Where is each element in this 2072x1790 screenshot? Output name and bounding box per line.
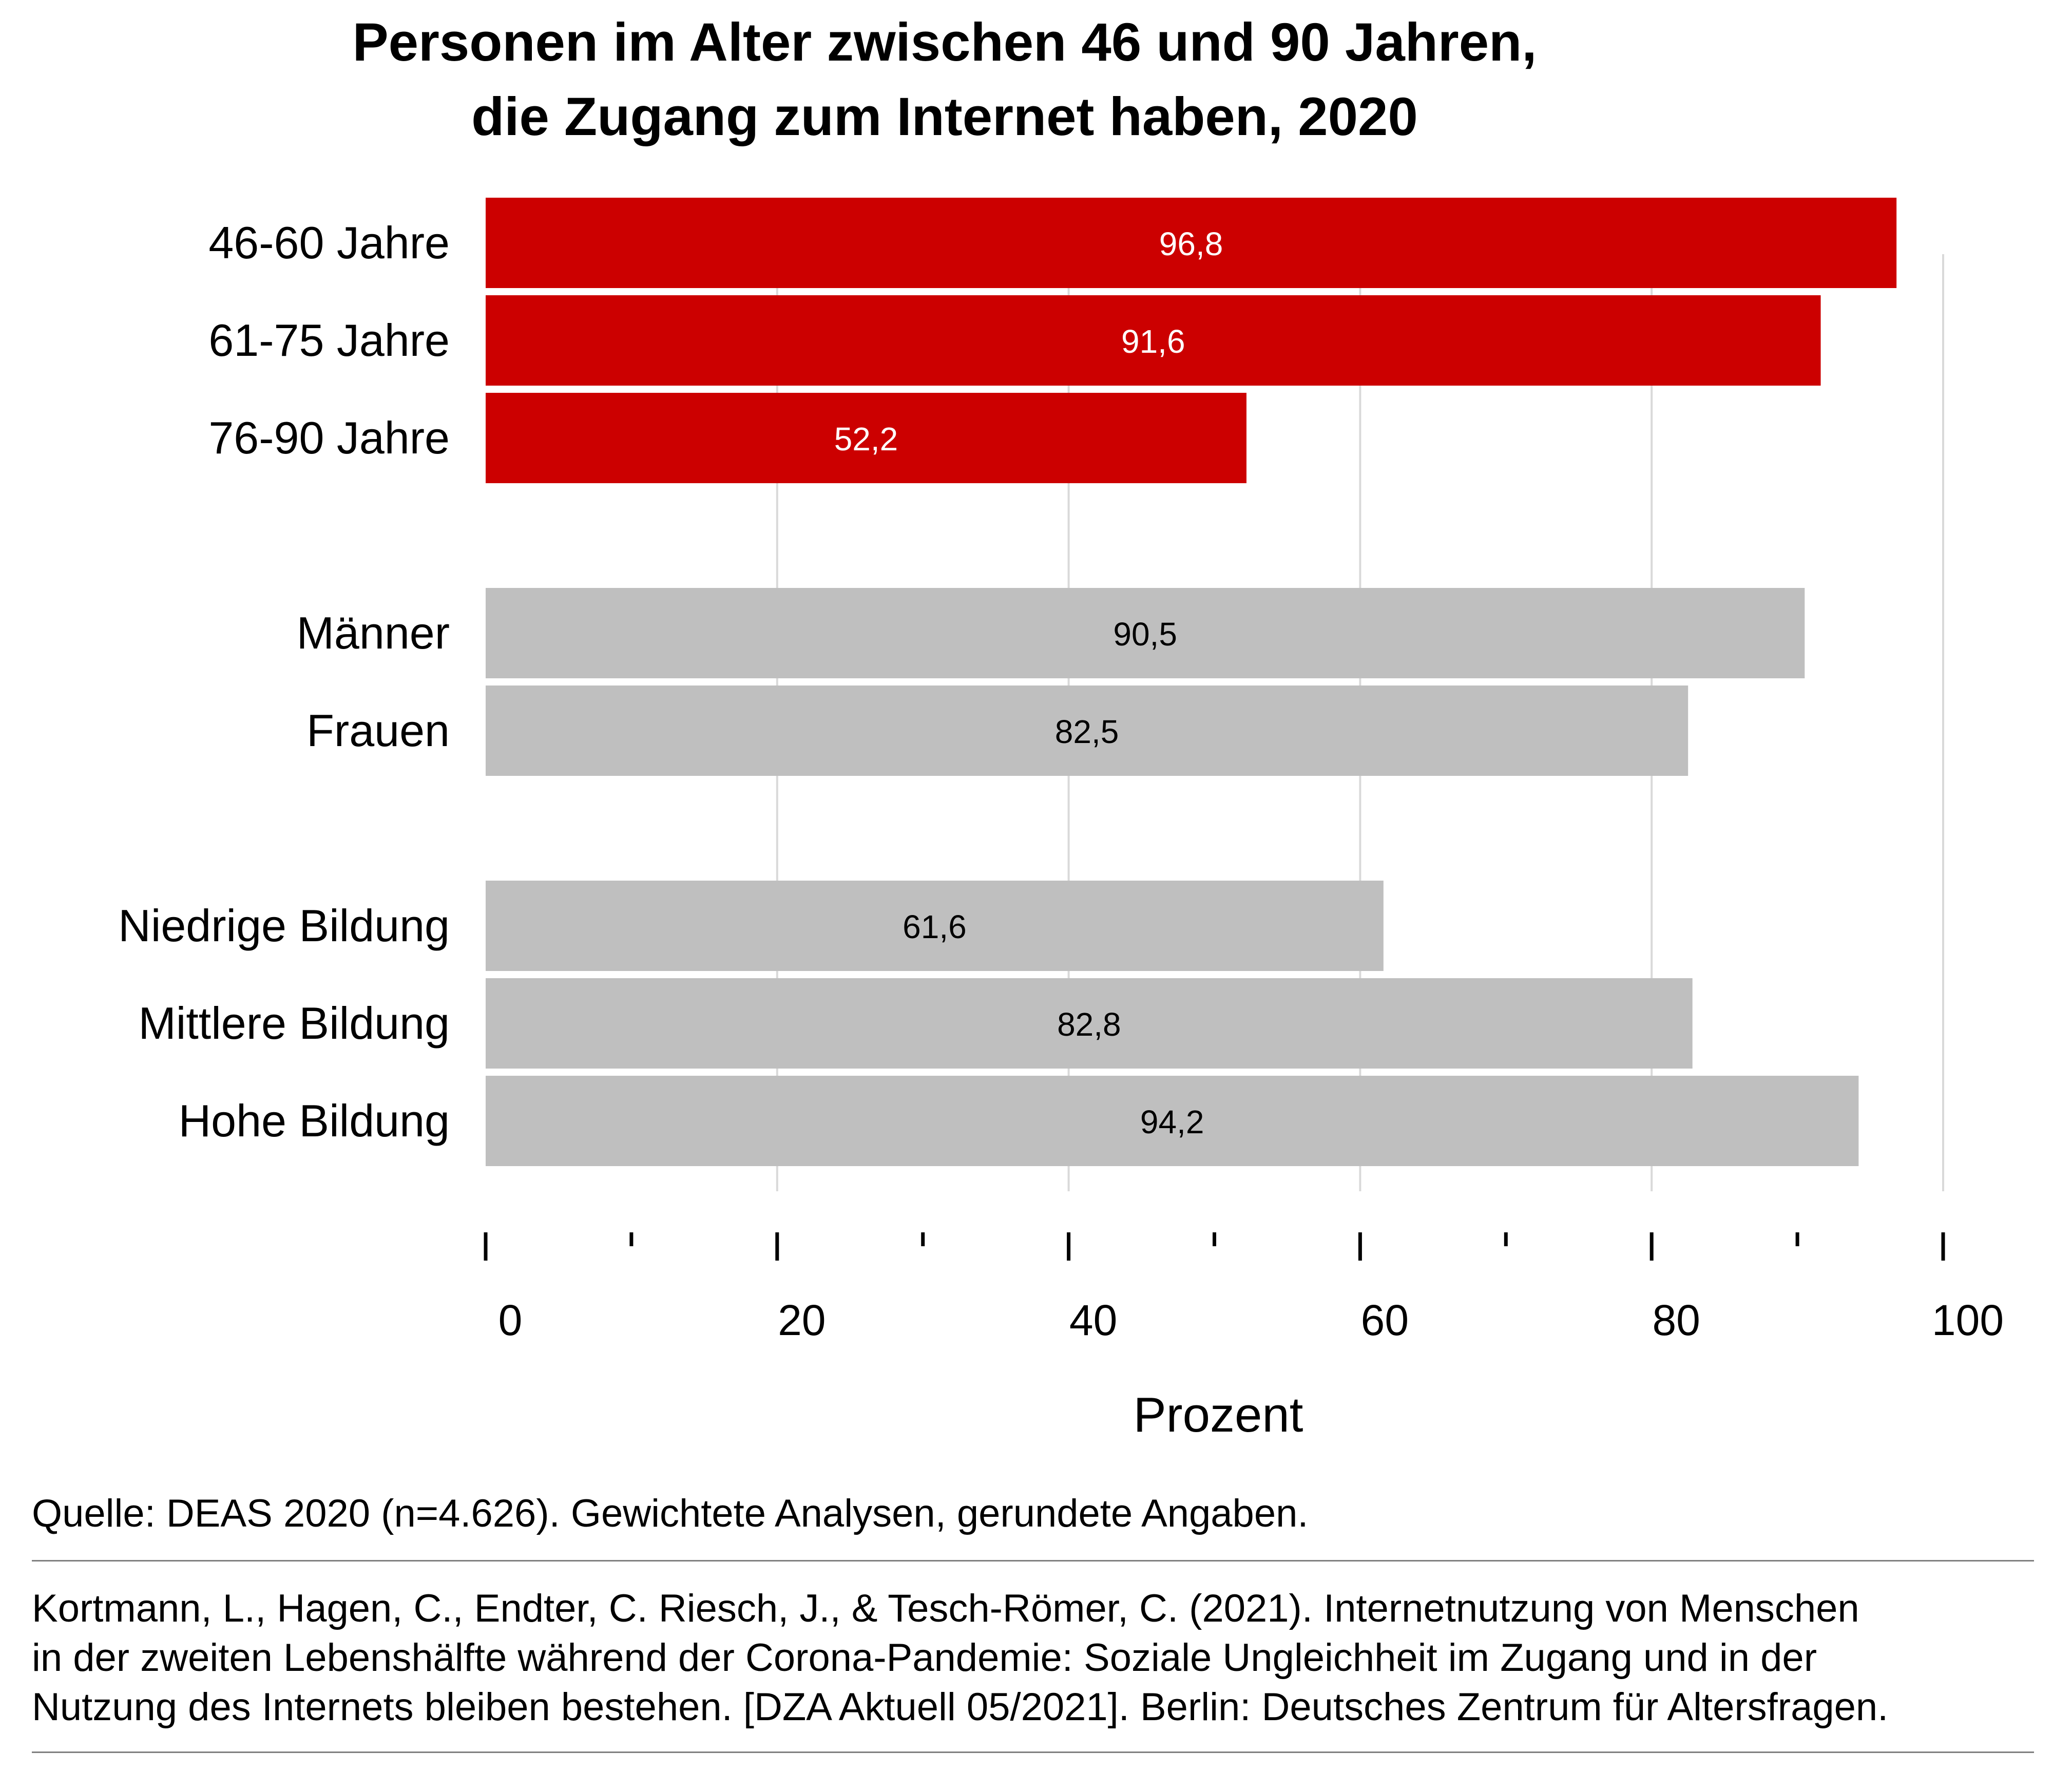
bar [486,295,1821,386]
value-label: 90,5 [1113,616,1177,653]
chart-title-line-1: Personen im Alter zwischen 46 und 90 Jah… [352,12,1537,72]
category-label: Frauen [306,705,450,756]
x-axis-title: Prozent [1134,1387,1303,1442]
bar [486,881,1384,971]
x-tick-label: 60 [1361,1296,1409,1344]
category-label: Niedrige Bildung [118,900,450,951]
citation-line-2: in der zweiten Lebenshälfte während der … [32,1636,1817,1680]
value-labels: 96,8 91,6 52,2 90,5 82,5 61,6 82,8 94,2 [834,225,1223,1140]
category-labels: 46-60 Jahre 61-75 Jahre 76-90 Jahre Männer F… [118,217,450,1146]
bar [486,1076,1859,1166]
footer: Quelle: DEAS 2020 (n=4.626). Gewichtete … [32,1489,2034,1753]
x-tick-label: 100 [1932,1296,2004,1344]
x-tick-label: 20 [778,1296,826,1344]
bar [486,978,1693,1069]
value-label: 96,8 [1159,225,1223,262]
divider [32,1751,2034,1753]
value-label: 61,6 [903,908,967,945]
x-tick-label: 40 [1069,1296,1117,1344]
category-label: Männer [297,607,450,658]
value-label: 82,5 [1055,713,1119,750]
x-axis: 0 20 40 60 80 100 [484,1232,2004,1344]
bar [486,685,1689,776]
category-label: Mittlere Bildung [138,998,450,1049]
x-tick-label: 0 [498,1296,523,1344]
value-label: 94,2 [1140,1103,1204,1140]
value-label: 52,2 [834,421,898,458]
category-label: 76-90 Jahre [208,412,450,463]
chart-title: Personen im Alter zwischen 46 und 90 Jah… [0,5,1889,154]
citation: Kortmann, L., Hagen, C., Endter, C. Ries… [32,1584,2034,1732]
bar-chart: 46-60 Jahre 61-75 Jahre 76-90 Jahre Männer F… [118,198,2004,1442]
value-label: 82,8 [1057,1006,1121,1043]
category-label: Hohe Bildung [179,1095,450,1146]
bars [486,198,1897,1166]
divider [32,1560,2034,1562]
category-label: 46-60 Jahre [208,217,450,268]
x-tick-label: 80 [1652,1296,1700,1344]
bar [486,198,1897,288]
category-label: 61-75 Jahre [208,315,450,366]
bar [486,588,1805,678]
source-note: Quelle: DEAS 2020 (n=4.626). Gewichtete … [32,1492,1309,1535]
value-label: 91,6 [1121,323,1185,360]
chart-title-line-2: die Zugang zum Internet haben, 2020 [471,87,1418,147]
citation-line-1: Kortmann, L., Hagen, C., Endter, C. Ries… [32,1587,1859,1630]
citation-line-3: Nutzung des Internets bleiben bestehen. … [32,1685,1889,1729]
bar [486,393,1246,483]
